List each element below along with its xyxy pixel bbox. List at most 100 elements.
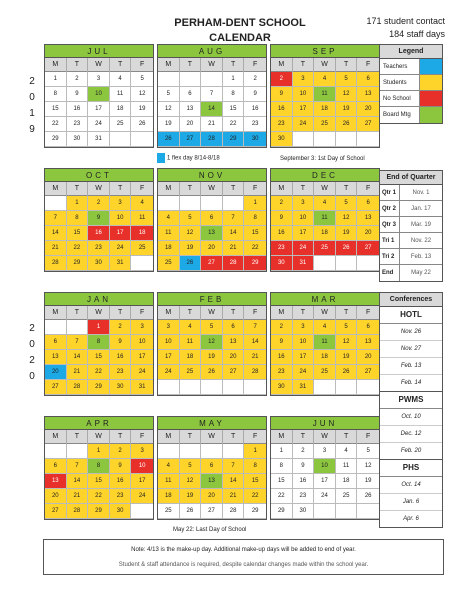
month-jan: JAN M T W T F 1 2 3 6 7 8 9 10 13 14 15 16 17 20 21 22 23 24 27 2… [44, 292, 154, 396]
day-grid: 1 4 5 6 7 8 11 12 13 14 15 18 19 20 21 22 25 26 27 28 29 [158, 444, 266, 519]
day-cell: 5 [179, 211, 202, 226]
day-cell: 24 [292, 117, 315, 132]
day-cell: 19 [357, 474, 379, 489]
student-contact-days: 171 student contact [366, 16, 445, 26]
legend-item: Teachers [380, 59, 442, 75]
conference-date: Nov. 26 [380, 324, 442, 341]
weekday-header: T [110, 182, 132, 196]
day-cell: 15 [66, 226, 89, 241]
day-cell: 1 [222, 72, 245, 87]
day-cell: 19 [335, 102, 358, 117]
empty-day-cell [314, 256, 336, 271]
quarter-label: End [380, 265, 400, 281]
day-cell: 20 [45, 365, 67, 380]
legend-swatch [420, 107, 442, 123]
day-cell: 26 [158, 132, 180, 147]
month-name: JUL [45, 45, 153, 58]
weekday-header: F [253, 185, 258, 192]
weekday-header: W [314, 182, 336, 196]
day-cell: 2 [66, 72, 89, 87]
year-digit: 1 [29, 108, 35, 119]
day-cell: 26 [201, 365, 223, 380]
year-digit: 2 [29, 76, 35, 87]
weekday-header: T [293, 306, 315, 320]
day-cell: 3 [292, 320, 315, 335]
day-cell: 10 [109, 211, 132, 226]
staff-days: 184 staff days [389, 29, 445, 39]
month-name: MAR [271, 293, 379, 306]
day-cell: 27 [357, 117, 379, 132]
day-cell: 9 [271, 211, 293, 226]
day-cell: 16 [109, 350, 132, 365]
month-jun: JUN M T W T F 1 2 3 4 5 8 9 10 11 12 15 16 17 18 19 22 23 24 25 2… [270, 416, 380, 520]
weekday-header: F [366, 185, 371, 192]
weekday-header: W [201, 306, 223, 320]
conference-date: Jan. 6 [380, 494, 442, 511]
weekday-header: M [45, 182, 67, 196]
day-cell: 11 [131, 211, 153, 226]
weekday-header: T [180, 306, 202, 320]
day-cell: 25 [335, 489, 358, 504]
quarter-date: Jan. 17 [411, 206, 431, 212]
day-cell: 6 [201, 459, 223, 474]
month-aug: AUG M T W T F 1 2 5 6 7 8 9 12 13 14 15 16 19 20 21 22 23 26 27 2… [157, 44, 267, 148]
day-cell: 1 [45, 72, 67, 87]
day-cell: 25 [158, 504, 180, 519]
day-cell: 17 [131, 474, 153, 489]
day-cell: 22 [45, 117, 67, 132]
day-cell: 31 [292, 256, 315, 271]
day-cell: 8 [244, 211, 266, 226]
day-cell: 5 [201, 320, 223, 335]
day-cell: 1 [88, 320, 110, 335]
empty-day-cell [158, 196, 180, 211]
day-cell: 26 [179, 504, 202, 519]
day-cell: 20 [179, 117, 202, 132]
day-cell: 14 [45, 226, 67, 241]
day-cell: 30 [109, 504, 132, 519]
day-cell: 24 [88, 117, 110, 132]
day-cell: 30 [244, 132, 266, 147]
day-cell: 12 [179, 474, 202, 489]
day-cell: 2 [271, 72, 293, 87]
empty-day-cell [45, 444, 67, 459]
weekday-header: T [223, 182, 245, 196]
weekday-header: M [271, 306, 293, 320]
day-grid: 1 2 3 6 7 8 9 10 13 14 15 16 17 20 21 22 23 24 27 28 29 30 [45, 444, 153, 519]
conference-date: Apr. 6 [403, 516, 419, 522]
day-cell: 6 [201, 211, 223, 226]
weekday-header: F [253, 433, 258, 440]
day-cell: 21 [222, 489, 245, 504]
day-cell: 9 [88, 211, 110, 226]
empty-day-cell [335, 504, 358, 519]
empty-day-cell [158, 72, 180, 87]
day-cell: 8 [271, 459, 293, 474]
empty-day-cell [179, 444, 202, 459]
quarter-label: Tri 2 [380, 249, 400, 264]
day-cell: 5 [131, 72, 153, 87]
day-cell: 26 [131, 117, 153, 132]
day-cell: 16 [244, 102, 266, 117]
day-cell: 18 [179, 350, 202, 365]
makeup-day-note: Note: 4/13 is the make-up day. Additiona… [131, 547, 356, 553]
day-cell: 27 [201, 256, 223, 271]
weekday-header: T [336, 306, 358, 320]
weekday-header: W [201, 58, 223, 72]
day-cell: 27 [357, 365, 379, 380]
day-cell: 14 [222, 226, 245, 241]
day-cell: 6 [357, 72, 379, 87]
teachers-swatch [157, 153, 165, 163]
quarter-label: Tri 1 [380, 233, 400, 248]
day-cell: 17 [109, 226, 132, 241]
day-cell: 3 [88, 72, 110, 87]
empty-day-cell [179, 72, 202, 87]
weekday-header: F [140, 185, 145, 192]
empty-day-cell [244, 380, 266, 395]
day-cell: 22 [222, 117, 245, 132]
day-cell: 23 [244, 117, 266, 132]
day-cell: 7 [66, 335, 89, 350]
day-cell: 13 [179, 102, 202, 117]
day-cell: 24 [292, 241, 315, 256]
